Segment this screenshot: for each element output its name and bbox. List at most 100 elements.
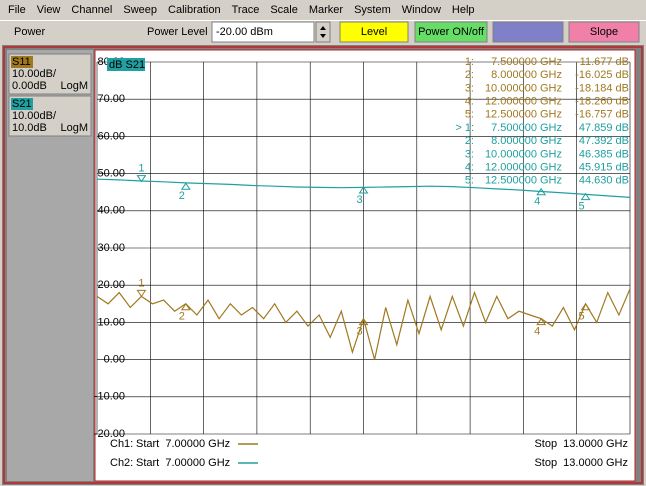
menu-item[interactable]: System [354,4,391,16]
menu-item[interactable]: Window [402,4,441,16]
readout-value: 45.915 dB [579,162,629,174]
menu-item[interactable]: Scale [270,4,298,16]
y-tick-label: -10.00 [94,391,125,403]
readout-value: 47.392 dB [579,135,629,147]
readout-freq: 10.000000 GHz [485,82,562,94]
readout-value: 47.859 dB [579,122,629,134]
marker [136,289,147,298]
channel-name: S11 [12,56,31,68]
toolbar-button[interactable] [568,21,640,43]
button-label: Power ON/off [418,26,485,38]
readout-value: -18.184 dB [575,82,629,94]
marker-label: 5 [579,200,585,212]
channel-format: LogM [60,80,88,92]
spinner-arrows [320,26,326,38]
menu-item[interactable]: Calibration [168,4,221,16]
marker-label: 1 [138,277,144,289]
marker [136,175,147,183]
y-tick-label: 60.00 [97,130,125,142]
button-label: Slope [590,26,618,38]
marker-label: 1 [138,162,144,174]
readout-value: -18.260 dB [575,96,629,108]
channel-name: S21 [12,98,32,110]
plot-area [94,49,636,482]
main-frame-border [3,46,643,484]
channel-scale: 10.00dB/ [12,110,57,122]
readout-freq: 12.000000 GHz [485,162,562,174]
button-label: Level [361,26,387,38]
readout-value: 46.385 dB [579,148,629,160]
readout-id: 5: [465,109,474,121]
readout-freq: 7.500000 GHz [491,56,562,68]
channel-tag [11,56,33,68]
readout-id: 4: [465,96,474,108]
power-level-label: Power Level [147,26,208,38]
power-level-input[interactable] [211,21,315,43]
power-level-value: -20.00 dBm [216,26,273,38]
readout-freq: 12.500000 GHz [485,175,562,187]
marker [180,302,191,311]
readout-id: 5: [465,175,474,187]
menu-item[interactable]: Trace [232,4,260,16]
marker [580,302,591,311]
y-tick-label: 30.00 [97,242,125,254]
readout-value: -16.757 dB [575,109,629,121]
marker-label: 2 [179,311,185,323]
marker-label: 4 [534,196,540,208]
power-label: Power [14,26,46,38]
footer-start: Start 7.00000 GHz [136,438,230,450]
readout-value: 44.630 dB [579,175,629,187]
marker [358,317,369,326]
spinner[interactable] [315,21,331,43]
readout-value: -11.677 dB [576,56,629,68]
toolbar-button[interactable] [339,21,409,43]
footer-stop: Stop 13.0000 GHz [534,457,628,469]
toolbar-button[interactable] [492,21,564,43]
readout-id: 3: [465,82,474,94]
footer-stop: Stop 13.0000 GHz [534,438,628,450]
y-tick-label: 70.00 [97,93,125,105]
channel-scale: 10.00dB/ [12,68,57,80]
marker-label: 5 [579,311,585,323]
y-tick-label: 50.00 [97,168,125,180]
marker-label: 3 [356,326,362,338]
readout-freq: 12.000000 GHz [485,96,562,108]
footer-channel: Ch1: [110,438,133,450]
marker-label: 3 [356,194,362,206]
channel-tag [11,98,33,110]
marker-label: 2 [179,190,185,202]
menu-item[interactable]: Sweep [123,4,157,16]
marker [358,186,369,194]
readout-freq: 12.500000 GHz [485,109,562,121]
y-tick-label: -20.00 [94,428,125,440]
trace-label-bg [107,58,145,71]
readout-freq: 10.000000 GHz [485,148,562,160]
toolbar-button[interactable] [414,21,488,43]
readout-id: 2: [465,69,474,81]
footer-channel: Ch2: [110,457,133,469]
menu-item[interactable]: Marker [309,4,344,16]
readout-id: 3: [465,148,474,160]
channel-ref: 0.00dB [12,80,47,92]
trace-label: dB S21 [109,59,145,71]
y-tick-label: 10.00 [97,316,125,328]
menu-item[interactable]: View [37,4,61,16]
menu-item[interactable]: Channel [71,4,112,16]
menu-item[interactable]: Help [452,4,475,16]
marker [536,187,547,196]
marker-label: 4 [534,326,540,338]
readout-id: 1: [465,56,474,68]
menu-item[interactable]: File [8,4,26,16]
readout-id: 4: [465,162,474,174]
channel-ref: 10.0dB [12,122,47,134]
channel-format: LogM [60,122,88,134]
readout-freq: 8.000000 GHz [491,69,562,81]
readout-id: > 1: [455,122,474,134]
readout-freq: 7.500000 GHz [491,122,562,134]
y-tick-label: 0.00 [104,354,125,366]
y-tick-label: 40.00 [97,205,125,217]
footer-start: Start 7.00000 GHz [136,457,230,469]
channel-box[interactable] [8,95,92,137]
